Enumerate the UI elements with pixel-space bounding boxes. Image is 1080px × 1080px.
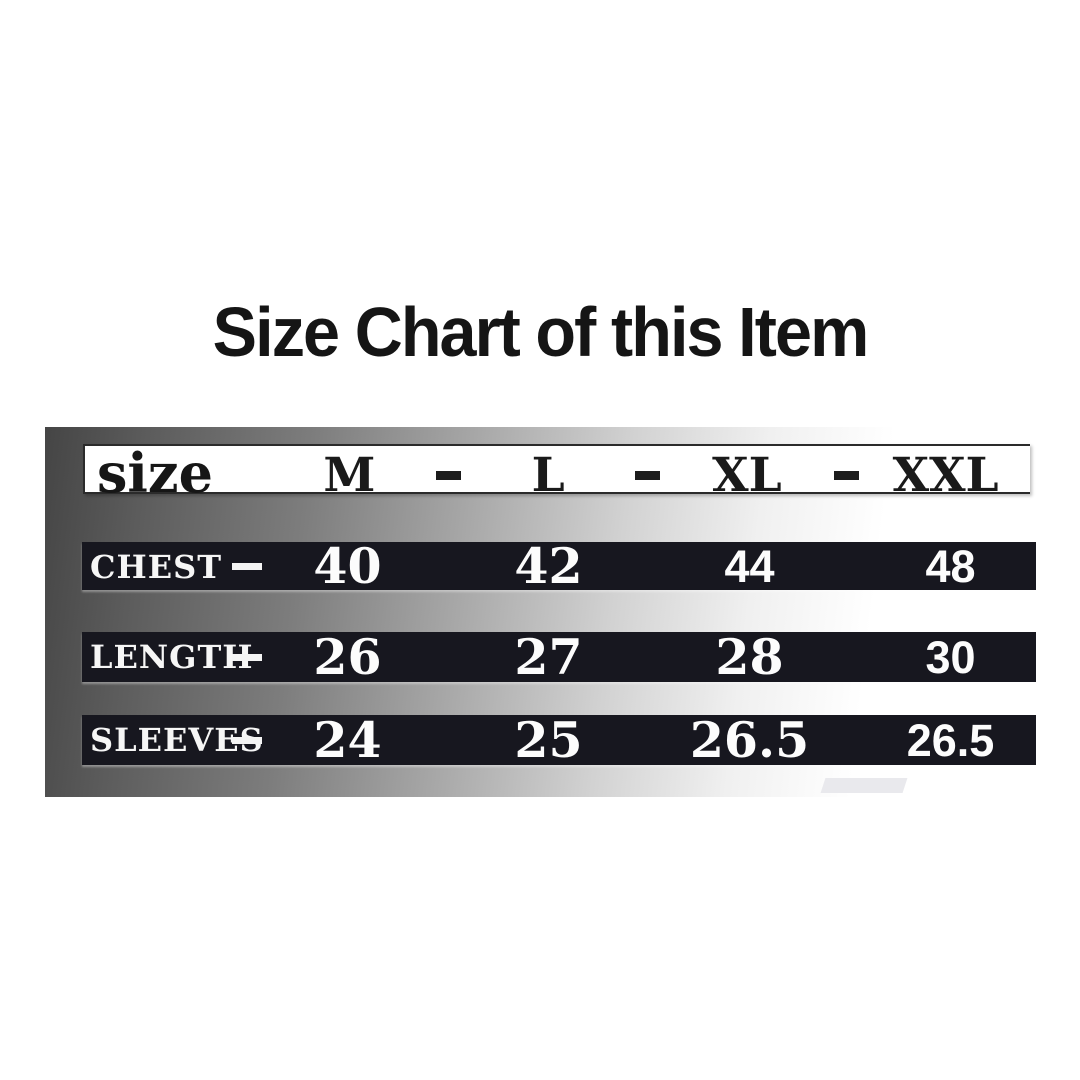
row-dash-cell xyxy=(232,736,262,744)
page-title: Size Chart of this Item xyxy=(212,293,870,371)
chest-value-l: 42 xyxy=(514,537,583,595)
row-label-chest: CHEST xyxy=(90,547,223,586)
row-label-cell: CHEST xyxy=(82,551,232,583)
gradient-artifact xyxy=(820,778,908,793)
row-label-length: LENGTH xyxy=(90,638,254,676)
chest-value-m: 40 xyxy=(313,537,382,595)
value-cell: 48 xyxy=(865,544,1036,589)
size-label-l: L xyxy=(531,447,565,503)
value-cell: 40 xyxy=(262,542,433,591)
sleeves-value-xl: 26.5 xyxy=(689,710,810,769)
dash-separator-icon xyxy=(635,470,660,480)
size-col-m: M xyxy=(265,452,434,499)
value-cell: 26.5 xyxy=(865,718,1036,763)
header-dash-cell xyxy=(831,470,861,480)
size-chart-panel: size M L XL XXL CHEST 40 42 44 48 xyxy=(45,427,1037,797)
value-cell: 25 xyxy=(463,710,634,769)
size-label-xxl: XXL xyxy=(892,447,999,503)
size-col-xxl: XXL xyxy=(861,452,1030,499)
row-dash-cell xyxy=(232,653,262,661)
sleeves-value-l: 25 xyxy=(514,710,583,769)
length-value-xxl: 30 xyxy=(925,631,976,683)
length-value-xl: 28 xyxy=(715,627,784,686)
size-label-m: M xyxy=(323,447,376,503)
length-value-l: 27 xyxy=(514,627,583,686)
sleeves-value-xxl: 26.5 xyxy=(906,714,995,766)
value-cell: 26 xyxy=(262,627,433,686)
size-header-label: size xyxy=(97,441,213,505)
table-row-chest: CHEST 40 42 44 48 xyxy=(82,542,1036,591)
size-header-row: size M L XL XXL xyxy=(83,444,1030,500)
size-header-cell: size xyxy=(85,446,235,504)
chest-value-xl: 44 xyxy=(724,541,775,592)
value-cell: 30 xyxy=(865,635,1036,680)
row-label-cell: LENGTH xyxy=(82,641,253,673)
length-value-m: 26 xyxy=(313,627,382,686)
table-row-sleeves: SLEEVES 24 25 26.5 26.5 xyxy=(82,715,1036,765)
dash-separator-icon xyxy=(232,736,262,744)
value-cell: 44 xyxy=(664,544,835,589)
size-label-xl: XL xyxy=(712,447,782,503)
table-row-length: LENGTH 26 27 28 30 xyxy=(82,632,1036,682)
value-cell: 42 xyxy=(463,542,634,591)
dash-separator-icon xyxy=(232,563,262,570)
row-label-cell: SLEEVES xyxy=(82,724,263,756)
value-cell: 26.5 xyxy=(664,710,835,769)
chest-value-xxl: 48 xyxy=(925,541,976,592)
value-cell: 28 xyxy=(664,627,835,686)
size-col-xl: XL xyxy=(663,452,832,499)
header-dash-cell xyxy=(633,470,663,480)
value-cell: 24 xyxy=(262,710,433,769)
dash-separator-icon xyxy=(833,470,859,480)
header-dash-cell xyxy=(434,470,464,480)
dash-separator-icon xyxy=(436,470,462,480)
dash-separator-icon xyxy=(232,653,262,661)
size-col-l: L xyxy=(464,452,633,499)
value-cell: 27 xyxy=(463,627,634,686)
row-dash-cell xyxy=(232,563,262,570)
sleeves-value-m: 24 xyxy=(313,710,382,769)
